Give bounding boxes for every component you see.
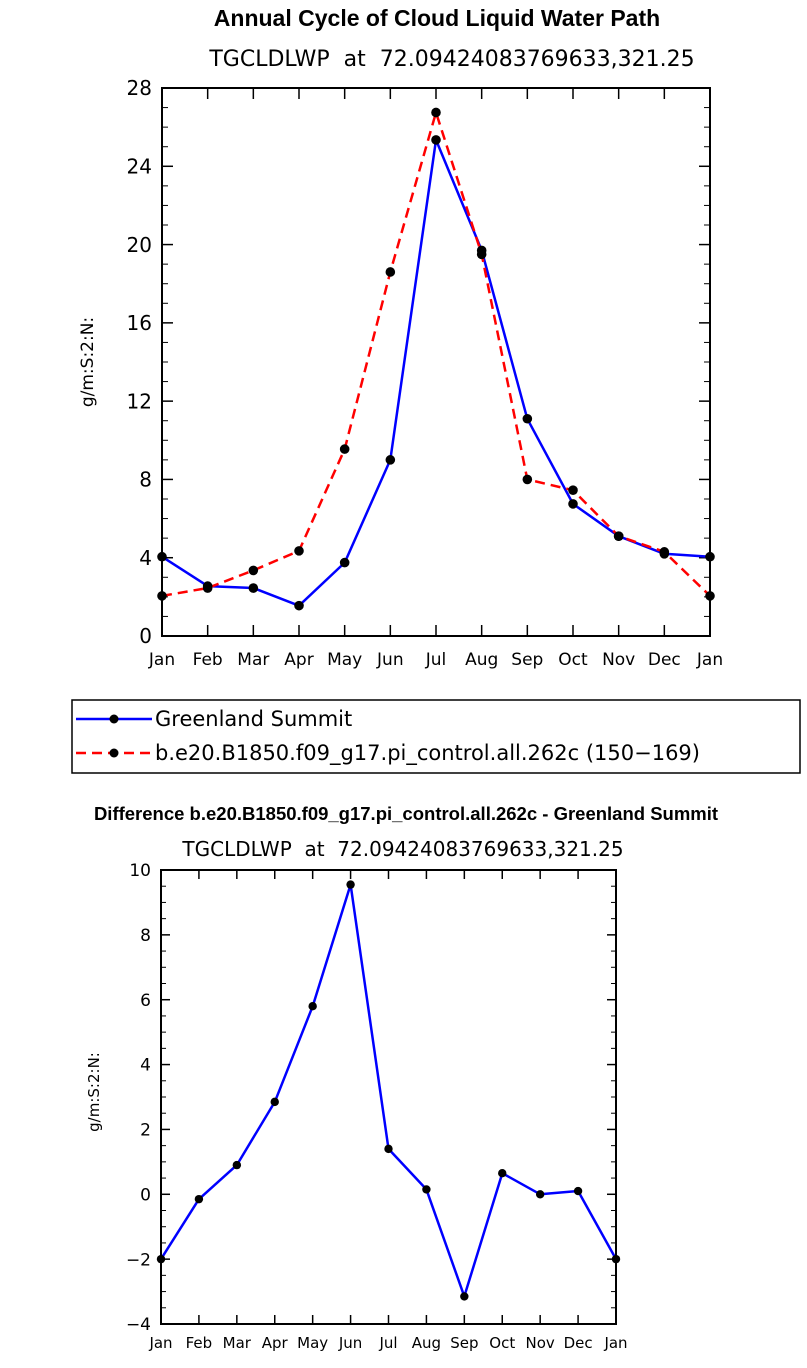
series-1-point — [568, 499, 578, 509]
x-tick-label: Sep — [511, 650, 543, 670]
series-2-point — [476, 249, 487, 260]
chart1-subtitle: TGCLDLWP at 72.09424083769633,321.25 — [208, 47, 694, 72]
series-2-point — [385, 267, 396, 277]
chart1-axes: 0 4 8 12 16 20 24 28 Jan Feb Mar Apr May Jun Jul Aug Sep… — [127, 76, 724, 670]
series-1-point — [384, 1144, 393, 1154]
y-tick-label: 16 — [127, 311, 152, 335]
x-tick-label: Jan — [603, 1334, 627, 1352]
y-tick-label: 4 — [140, 1056, 151, 1076]
series-1-point — [422, 1185, 431, 1194]
chart2-ylabel: g/m:S:2:N: — [85, 1052, 103, 1132]
x-tick-label: Jan — [148, 1334, 172, 1352]
chart2-title: Difference b.e20.B1850.f09_g17.pi_contro… — [94, 803, 718, 824]
series-2-point — [568, 485, 578, 495]
y-tick-label: 0 — [140, 1185, 151, 1205]
plot-frame — [161, 87, 711, 637]
series-1-point — [248, 583, 259, 593]
series-2-point — [613, 531, 624, 541]
x-tick-label: Nov — [602, 650, 635, 670]
x-tick-label: Dec — [648, 650, 681, 670]
chart2-subtitle: TGCLDLWP at 72.09424083769633,321.25 — [181, 837, 623, 861]
series-2-point — [157, 591, 167, 601]
legend-marker-greenland — [109, 714, 119, 724]
x-tick-label: May — [297, 1334, 328, 1352]
y-tick-label: −2 — [126, 1250, 151, 1270]
x-tick-label: Aug — [412, 1334, 441, 1352]
series-1-point — [460, 1292, 469, 1301]
legend-label-greenland: Greenland Summit — [155, 707, 352, 731]
series-1-point — [431, 135, 441, 145]
x-tick-label: Jan — [148, 650, 175, 670]
chart2-axes: −4 −2 0 2 4 6 8 10 Jan Feb Mar Apr May Jun Jul Aug Sep Oc… — [126, 861, 628, 1352]
series-1-point — [156, 1254, 166, 1264]
x-tick-label: Feb — [193, 650, 223, 670]
series-2-point — [294, 546, 304, 556]
x-tick-label: Sep — [450, 1334, 478, 1352]
series-1-point — [270, 1097, 279, 1107]
series-1-point — [385, 455, 396, 465]
legend-marker-model — [109, 748, 119, 758]
x-tick-label: Jan — [696, 650, 723, 670]
series-1-point — [522, 413, 533, 424]
series-1-point — [498, 1169, 507, 1178]
y-tick-label: 4 — [139, 546, 152, 570]
series-1-point — [535, 1190, 545, 1199]
x-tick-label: Oct — [558, 650, 588, 670]
series-1-point — [308, 1002, 317, 1011]
y-tick-label: 2 — [140, 1121, 151, 1141]
y-tick-label: 20 — [127, 233, 152, 257]
y-tick-label: 10 — [129, 861, 151, 881]
x-tick-label: Nov — [526, 1334, 555, 1352]
x-tick-label: Apr — [284, 650, 313, 670]
series-2-point — [522, 474, 533, 485]
y-tick-label: −4 — [126, 1315, 151, 1335]
series-2-point — [339, 444, 350, 454]
series-1-point — [705, 551, 715, 562]
series-line-2 — [161, 111, 711, 598]
y-tick-label: 0 — [139, 624, 152, 648]
legend-label-model: b.e20.B1850.f09_g17.pi_control.all.262c … — [155, 741, 700, 766]
series-2-point — [659, 547, 670, 557]
chart1-title: Annual Cycle of Cloud Liquid Water Path — [214, 5, 660, 31]
series-2-point — [431, 107, 441, 118]
x-tick-label: Jul — [425, 650, 447, 670]
chart1-series-layer — [157, 107, 715, 611]
y-tick-label: 8 — [139, 468, 152, 492]
x-tick-label: Dec — [564, 1334, 593, 1352]
x-tick-label: Jun — [376, 650, 404, 670]
y-tick-label: 12 — [127, 389, 152, 413]
x-tick-label: Jul — [378, 1334, 397, 1352]
series-1-point — [573, 1186, 583, 1196]
y-tick-label: 24 — [127, 154, 152, 178]
series-1-point — [611, 1254, 621, 1264]
x-tick-label: Apr — [262, 1334, 289, 1352]
plot-frame — [160, 869, 617, 1325]
series-2-point — [202, 583, 213, 593]
series-2-point — [248, 565, 259, 576]
chart1-legend: Greenland Summit b.e20.B1850.f09_g17.pi_… — [71, 699, 801, 774]
chart2-series-layer — [156, 880, 621, 1301]
chart1-ylabel: g/m:S:2:N: — [78, 317, 98, 407]
y-tick-label: 8 — [140, 926, 151, 946]
series-1-point — [346, 880, 355, 889]
x-tick-label: Mar — [237, 650, 269, 670]
series-line-1 — [161, 138, 711, 607]
x-tick-label: May — [327, 650, 362, 670]
x-tick-label: Mar — [223, 1334, 252, 1352]
legend-box — [71, 699, 801, 774]
series-1-point — [294, 600, 304, 611]
x-tick-label: Oct — [489, 1334, 515, 1352]
y-tick-label: 6 — [140, 991, 151, 1011]
x-tick-label: Feb — [186, 1334, 213, 1352]
x-tick-label: Jun — [338, 1334, 362, 1352]
x-tick-label: Aug — [465, 650, 498, 670]
series-1-point — [339, 557, 350, 568]
y-tick-label: 28 — [127, 76, 152, 100]
series-1-point — [232, 1160, 242, 1170]
series-1-point — [194, 1194, 204, 1204]
series-1-point — [157, 551, 167, 562]
series-line-1 — [159, 883, 618, 1298]
series-2-point — [705, 591, 715, 601]
